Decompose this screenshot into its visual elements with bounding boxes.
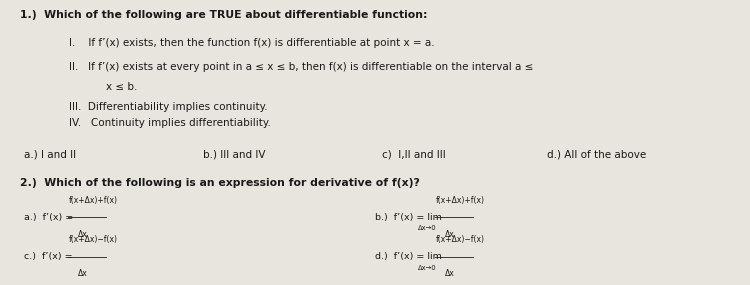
- Text: II.   If f’(x) exists at every point in a ≤ x ≤ b, then f(x) is differentiable o: II. If f’(x) exists at every point in a …: [69, 62, 533, 72]
- Text: f(x+Δx)+f(x): f(x+Δx)+f(x): [436, 196, 485, 205]
- Text: b.)  f’(x) = lim: b.) f’(x) = lim: [375, 213, 442, 222]
- Text: c)  I,II and III: c) I,II and III: [382, 150, 446, 160]
- Text: Δx→0: Δx→0: [419, 265, 437, 271]
- Text: Δx: Δx: [78, 269, 88, 278]
- Text: a.)  f’(x) =: a.) f’(x) =: [24, 213, 76, 222]
- Text: x ≤ b.: x ≤ b.: [106, 82, 137, 92]
- Text: 1.)  Which of the following are TRUE about differentiable function:: 1.) Which of the following are TRUE abou…: [20, 10, 427, 20]
- Text: Δx: Δx: [78, 230, 88, 239]
- Text: Δx: Δx: [446, 230, 455, 239]
- Text: d.) All of the above: d.) All of the above: [547, 150, 646, 160]
- Text: d.)  f’(x) = lim: d.) f’(x) = lim: [375, 252, 442, 261]
- Text: III.  Differentiability implies continuity.: III. Differentiability implies continuit…: [69, 102, 267, 112]
- Text: Δx: Δx: [446, 269, 455, 278]
- Text: f(x+Δx)+f(x): f(x+Δx)+f(x): [68, 196, 118, 205]
- Text: I.    If f’(x) exists, then the function f(x) is differentiable at point x = a.: I. If f’(x) exists, then the function f(…: [69, 38, 434, 48]
- Text: IV.   Continuity implies differentiability.: IV. Continuity implies differentiability…: [69, 119, 271, 129]
- Text: f(x+Δx)−f(x): f(x+Δx)−f(x): [68, 235, 118, 244]
- Text: 2.)  Which of the following is an expression for derivative of f(x)?: 2.) Which of the following is an express…: [20, 178, 420, 188]
- Text: Δx→0: Δx→0: [419, 225, 437, 231]
- Text: b.) III and IV: b.) III and IV: [203, 150, 266, 160]
- Text: f(x+Δx)−f(x): f(x+Δx)−f(x): [436, 235, 485, 244]
- Text: c.)  f’(x) =: c.) f’(x) =: [24, 252, 76, 261]
- Text: a.) I and II: a.) I and II: [24, 150, 76, 160]
